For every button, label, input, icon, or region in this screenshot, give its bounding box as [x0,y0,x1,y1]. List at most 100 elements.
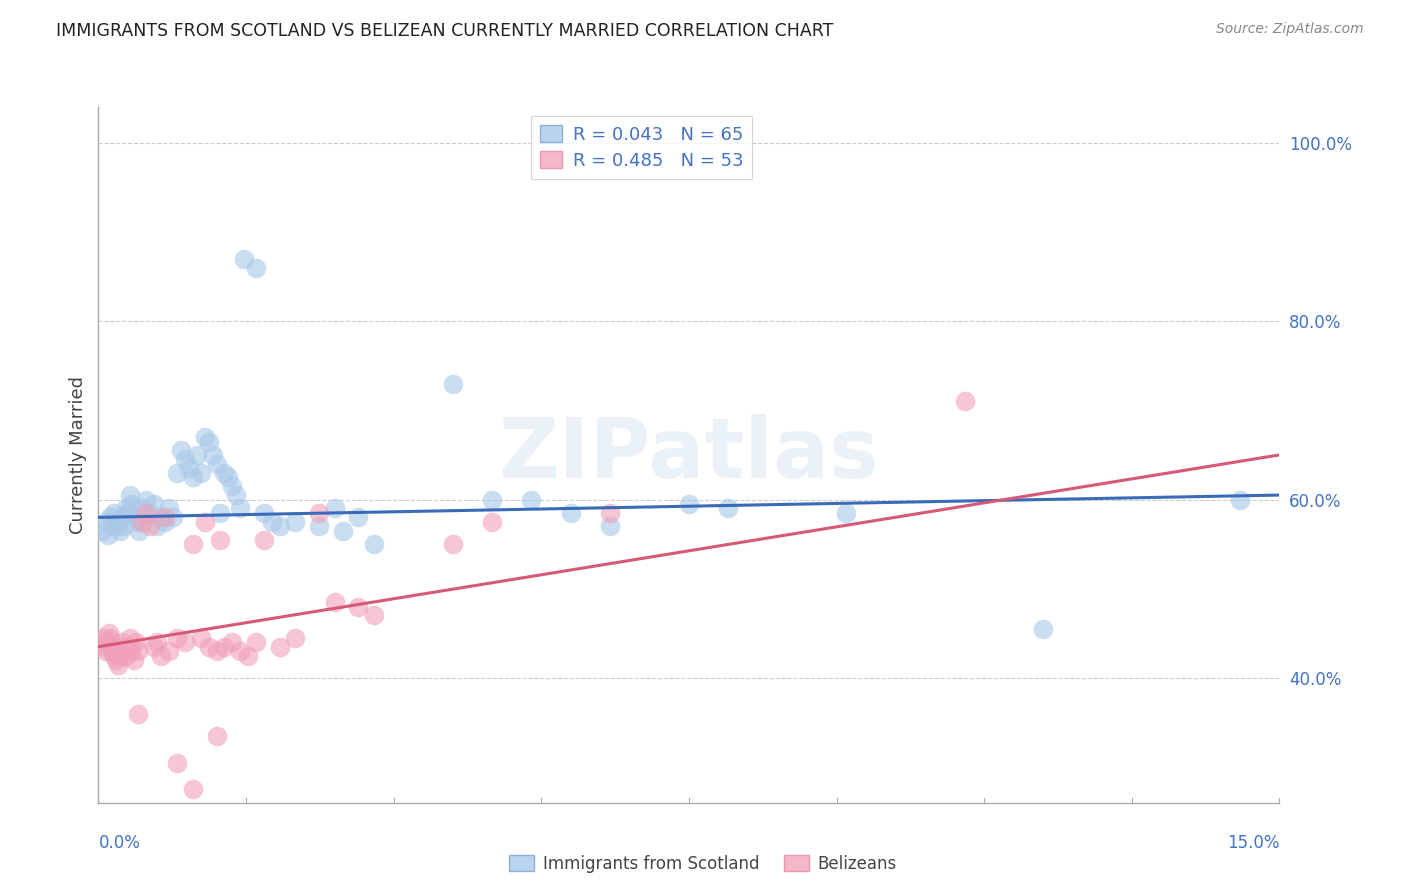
Point [117,640,139,654]
Point [127,706,149,721]
Point [186,448,208,462]
Point [162,510,184,524]
Point [177,461,200,475]
Point [481,492,503,507]
Point [157,501,180,516]
Point [190,631,212,645]
Point [953,394,976,409]
Point [131,501,153,516]
Point [138,506,160,520]
Point [101,519,124,533]
Point [122,510,145,524]
Text: 0.0%: 0.0% [98,834,141,852]
Point [93,640,115,654]
Point [205,644,228,658]
Point [323,595,346,609]
Point [217,470,239,484]
Point [170,443,193,458]
Point [118,488,141,502]
Point [166,756,188,770]
Point [128,524,150,538]
Point [481,515,503,529]
Point [253,506,276,520]
Point [96,515,118,529]
Point [146,519,169,533]
Point [225,488,247,502]
Point [205,729,228,743]
Point [98,631,121,645]
Point [308,519,330,533]
Text: 15.0%: 15.0% [1227,834,1279,852]
Point [209,506,232,520]
Point [112,644,135,658]
Point [157,644,180,658]
Point [97,635,120,649]
Point [269,640,291,654]
Point [332,524,354,538]
Point [104,515,127,529]
Point [253,533,276,547]
Point [93,635,115,649]
Point [245,260,267,275]
Point [197,434,219,449]
Point [131,515,153,529]
Point [135,506,157,520]
Point [181,470,204,484]
Point [229,644,252,658]
Point [205,457,228,471]
Point [107,657,129,672]
Point [441,537,464,551]
Point [201,448,224,462]
Point [121,644,143,658]
Point [233,252,256,266]
Point [221,635,243,649]
Point [284,515,307,529]
Point [108,648,131,663]
Point [269,519,291,533]
Point [835,506,858,520]
Point [197,640,219,654]
Point [103,648,125,663]
Point [125,635,148,649]
Point [174,635,197,649]
Point [150,648,173,663]
Point [1229,492,1251,507]
Point [127,644,149,658]
Point [284,631,307,645]
Point [221,479,243,493]
Point [101,640,124,654]
Text: IMMIGRANTS FROM SCOTLAND VS BELIZEAN CURRENTLY MARRIED CORRELATION CHART: IMMIGRANTS FROM SCOTLAND VS BELIZEAN CUR… [56,22,834,40]
Point [236,648,259,663]
Point [121,497,143,511]
Point [678,497,700,511]
Point [363,537,385,551]
Text: ZIPatlas: ZIPatlas [499,415,879,495]
Point [194,430,217,444]
Point [155,510,177,524]
Point [96,644,118,658]
Point [127,515,149,529]
Point [560,506,582,520]
Point [166,466,188,480]
Point [111,510,134,524]
Point [146,635,169,649]
Point [190,466,212,480]
Point [599,519,621,533]
Point [112,519,135,533]
Point [347,599,370,614]
Point [150,510,173,524]
Point [155,515,177,529]
Point [105,644,128,658]
Point [122,653,145,667]
Point [717,501,740,516]
Point [214,640,236,654]
Point [323,501,346,516]
Point [599,506,621,520]
Point [115,501,138,516]
Point [441,376,464,391]
Point [166,631,188,645]
Point [347,510,370,524]
Legend: Immigrants from Scotland, Belizeans: Immigrants from Scotland, Belizeans [502,848,904,880]
Point [97,528,120,542]
Point [245,635,267,649]
